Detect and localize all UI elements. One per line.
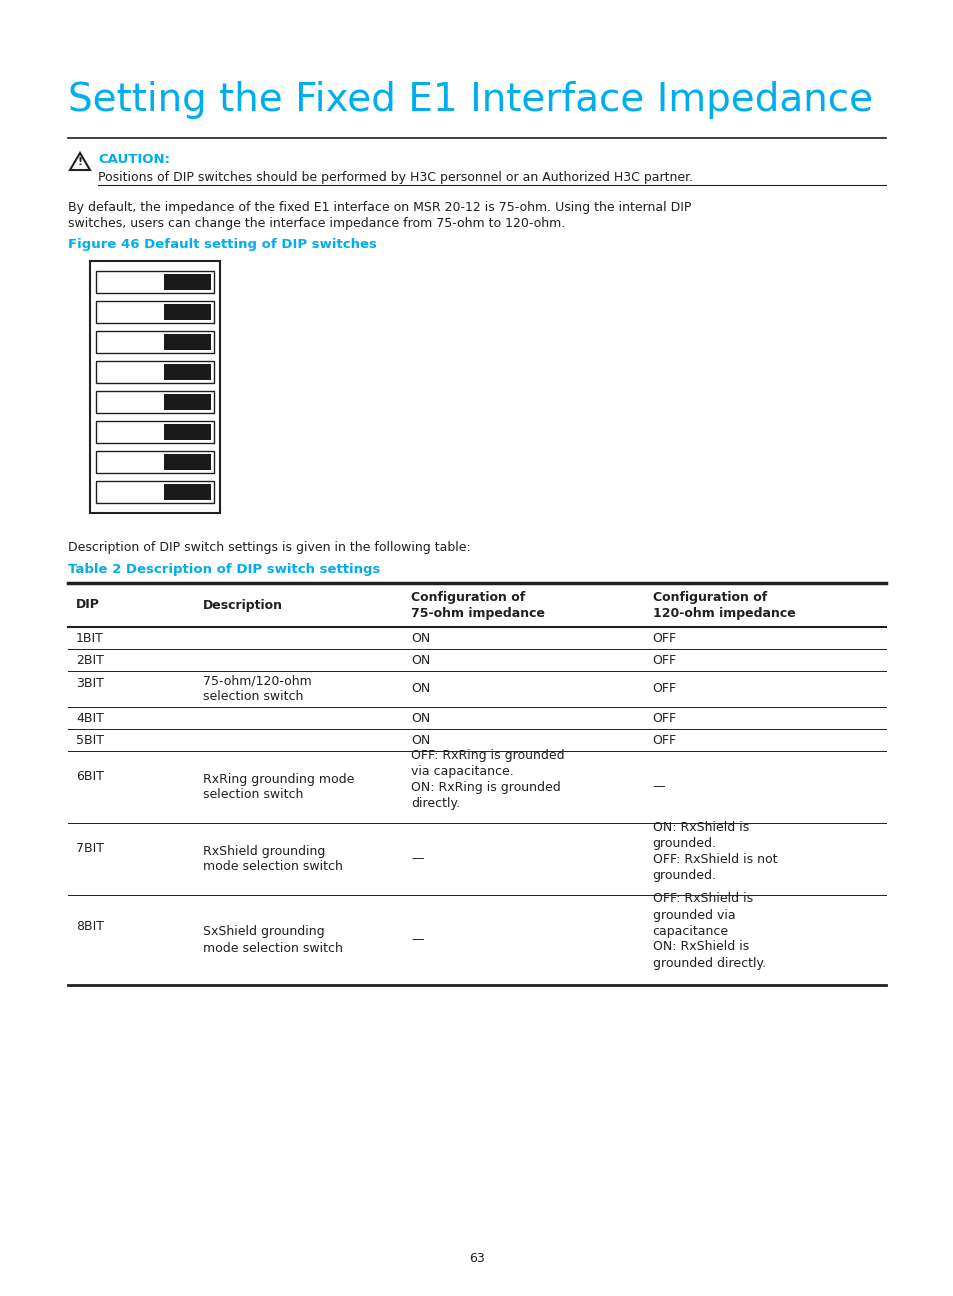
Bar: [90, 260, 220, 513]
Text: OFF: RxShield is
grounded via
capacitance
ON: RxShield is
grounded directly.: OFF: RxShield is grounded via capacitanc…: [652, 893, 765, 969]
Text: ON: RxShield is
grounded.
OFF: RxShield is not
grounded.: ON: RxShield is grounded. OFF: RxShield …: [652, 822, 777, 883]
Bar: [164, 483, 211, 500]
Text: CAUTION:: CAUTION:: [98, 153, 170, 166]
Text: —: —: [411, 853, 423, 866]
Text: —: —: [652, 780, 664, 793]
Text: Table 2 Description of DIP switch settings: Table 2 Description of DIP switch settin…: [68, 562, 380, 575]
Text: DIP: DIP: [76, 599, 100, 612]
Bar: [164, 394, 211, 410]
Text: ON: ON: [411, 653, 430, 666]
Text: 8BIT: 8BIT: [76, 920, 104, 933]
Bar: [164, 273, 211, 290]
Text: OFF: OFF: [652, 712, 676, 724]
Text: 7BIT: 7BIT: [76, 841, 104, 854]
Bar: [96, 330, 213, 353]
Text: 1BIT: 1BIT: [76, 631, 104, 644]
Text: OFF: OFF: [652, 683, 676, 696]
Text: 3BIT: 3BIT: [76, 677, 104, 689]
Bar: [96, 271, 213, 293]
Text: !: !: [77, 157, 83, 167]
Text: OFF: OFF: [652, 631, 676, 644]
Bar: [164, 364, 211, 380]
Text: OFF: RxRing is grounded
via capacitance.
ON: RxRing is grounded
directly.: OFF: RxRing is grounded via capacitance.…: [411, 749, 564, 810]
Bar: [96, 481, 213, 503]
Text: OFF: OFF: [652, 653, 676, 666]
Bar: [164, 334, 211, 350]
Text: OFF: OFF: [652, 734, 676, 746]
Text: Configuration of
120-ohm impedance: Configuration of 120-ohm impedance: [652, 591, 795, 619]
Text: By default, the impedance of the fixed E1 interface on MSR 20-12 is 75-ohm. Usin: By default, the impedance of the fixed E…: [68, 201, 691, 214]
Bar: [96, 451, 213, 473]
Text: 75-ohm/120-ohm
selection switch: 75-ohm/120-ohm selection switch: [203, 674, 312, 704]
Text: Description of DIP switch settings is given in the following table:: Description of DIP switch settings is gi…: [68, 540, 470, 553]
Text: Setting the Fixed E1 Interface Impedance: Setting the Fixed E1 Interface Impedance: [68, 80, 872, 119]
Text: 6BIT: 6BIT: [76, 770, 104, 783]
Text: ON: ON: [411, 683, 430, 696]
Text: 5BIT: 5BIT: [76, 734, 104, 746]
Bar: [164, 305, 211, 320]
Bar: [96, 391, 213, 413]
Text: RxShield grounding
mode selection switch: RxShield grounding mode selection switch: [203, 845, 342, 874]
Bar: [96, 301, 213, 323]
Text: ON: ON: [411, 631, 430, 644]
Text: Configuration of
75-ohm impedance: Configuration of 75-ohm impedance: [411, 591, 545, 619]
Text: 63: 63: [469, 1252, 484, 1265]
Bar: [96, 362, 213, 384]
Bar: [164, 454, 211, 470]
Polygon shape: [70, 153, 90, 170]
Bar: [164, 424, 211, 441]
Text: 4BIT: 4BIT: [76, 712, 104, 724]
Text: RxRing grounding mode
selection switch: RxRing grounding mode selection switch: [203, 772, 354, 801]
Text: Description: Description: [203, 599, 282, 612]
Text: Figure 46 Default setting of DIP switches: Figure 46 Default setting of DIP switche…: [68, 238, 376, 251]
Text: ON: ON: [411, 712, 430, 724]
Text: SxShield grounding
mode selection switch: SxShield grounding mode selection switch: [203, 925, 342, 954]
Text: —: —: [411, 933, 423, 946]
Text: ON: ON: [411, 734, 430, 746]
Text: 2BIT: 2BIT: [76, 653, 104, 666]
Text: switches, users can change the interface impedance from 75-ohm to 120-ohm.: switches, users can change the interface…: [68, 216, 565, 229]
Text: Positions of DIP switches should be performed by H3C personnel or an Authorized : Positions of DIP switches should be perf…: [98, 171, 693, 184]
Bar: [96, 421, 213, 443]
